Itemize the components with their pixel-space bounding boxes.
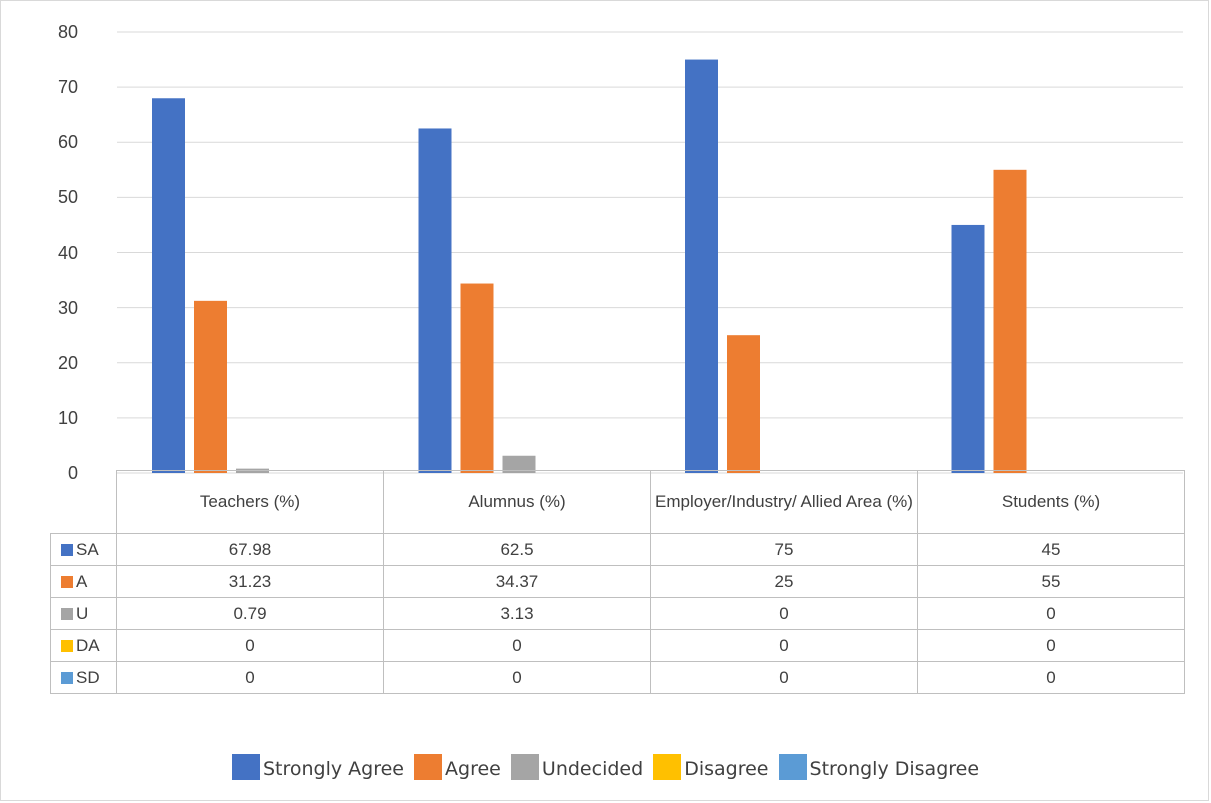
- table-cell: 0: [116, 629, 384, 662]
- table-cell: 25: [650, 565, 918, 598]
- y-tick-label: 80: [57, 22, 78, 42]
- table-row-sd: SD 0 0 0 0: [50, 661, 1185, 694]
- legend-swatch: [510, 754, 539, 780]
- bar-chart-plot: [117, 31, 1183, 474]
- table-cell: 0: [917, 661, 1185, 694]
- table-cell: 0: [650, 597, 918, 630]
- bar-sa-1: [152, 98, 185, 473]
- bars: [152, 59, 1027, 473]
- table-cell: 67.98: [116, 533, 384, 566]
- y-tick-label: 60: [57, 132, 78, 153]
- table-corner: [50, 470, 117, 534]
- u-legend-key: [61, 607, 73, 620]
- table-row-u: U 0.79 3.13 0 0: [50, 597, 1185, 630]
- table-cell: 0: [383, 629, 651, 662]
- table-cell: 0: [650, 661, 918, 694]
- bar-a-4: [993, 169, 1027, 473]
- y-tick-label: 20: [57, 352, 78, 373]
- sd-legend-key: [61, 671, 73, 684]
- row-label: SA: [50, 533, 117, 566]
- table-cell: 0: [383, 661, 651, 694]
- row-label: DA: [50, 629, 117, 662]
- da-legend-key: [61, 639, 73, 652]
- table-cell: 0: [917, 629, 1185, 662]
- table-row-da: DA 0 0 0 0: [50, 629, 1185, 662]
- table-cell: 55: [917, 565, 1185, 598]
- y-tick-label: 40: [57, 242, 78, 263]
- a-legend-key: [61, 575, 73, 588]
- row-label: A: [50, 565, 117, 598]
- table-cell: 45: [917, 533, 1185, 566]
- bar-a-1: [194, 300, 227, 473]
- table-header-row: Teachers (%) Alumnus (%) Employer/Indust…: [50, 470, 1185, 534]
- table-cell: 0: [650, 629, 918, 662]
- row-label: SD: [50, 661, 117, 694]
- legend-item-strongly-agree: Strongly Agree: [231, 754, 404, 780]
- sa-legend-key: [61, 543, 73, 556]
- category-label: Alumnus (%): [383, 470, 651, 534]
- legend-swatch: [778, 754, 807, 780]
- y-tick-label: 30: [57, 297, 78, 318]
- legend-item-agree: Agree: [414, 754, 501, 780]
- table-row-a: A 31.23 34.37 25 55: [50, 565, 1185, 598]
- category-label: Teachers (%): [116, 470, 384, 534]
- legend-swatch: [231, 754, 260, 780]
- table-cell: 3.13: [383, 597, 651, 630]
- bar-sa-2: [418, 128, 452, 473]
- legend-item-undecided: Undecided: [510, 754, 643, 780]
- y-tick-label: 70: [57, 77, 78, 98]
- legend-item-disagree: Disagree: [653, 754, 769, 780]
- table-cell: 62.5: [383, 533, 651, 566]
- bar-a-2: [460, 283, 494, 473]
- table-cell: 34.37: [383, 565, 651, 598]
- bar-sa-4: [951, 224, 985, 473]
- bar-u-2: [502, 455, 536, 473]
- legend: Strongly Agree Agree Undecided Disagree …: [0, 754, 1211, 780]
- gridlines: [117, 31, 1183, 474]
- legend-swatch: [653, 754, 682, 780]
- data-table: Teachers (%) Alumnus (%) Employer/Indust…: [50, 470, 1185, 694]
- legend-item-strongly-disagree: Strongly Disagree: [778, 754, 979, 780]
- legend-swatch: [414, 754, 443, 780]
- table-cell: 31.23: [116, 565, 384, 598]
- table-cell: 75: [650, 533, 918, 566]
- table-cell: 0: [116, 661, 384, 694]
- table-row-sa: SA 67.98 62.5 75 45: [50, 533, 1185, 566]
- table-cell: 0: [917, 597, 1185, 630]
- y-tick-label: 10: [57, 407, 78, 428]
- table-cell: 0.79: [116, 597, 384, 630]
- bar-a-3: [727, 335, 760, 473]
- y-tick-label: 50: [57, 187, 78, 208]
- category-label: Employer/Industry/ Allied Area (%): [650, 470, 918, 534]
- row-label: U: [50, 597, 117, 630]
- category-label: Students (%): [917, 470, 1185, 534]
- bar-sa-3: [685, 59, 718, 473]
